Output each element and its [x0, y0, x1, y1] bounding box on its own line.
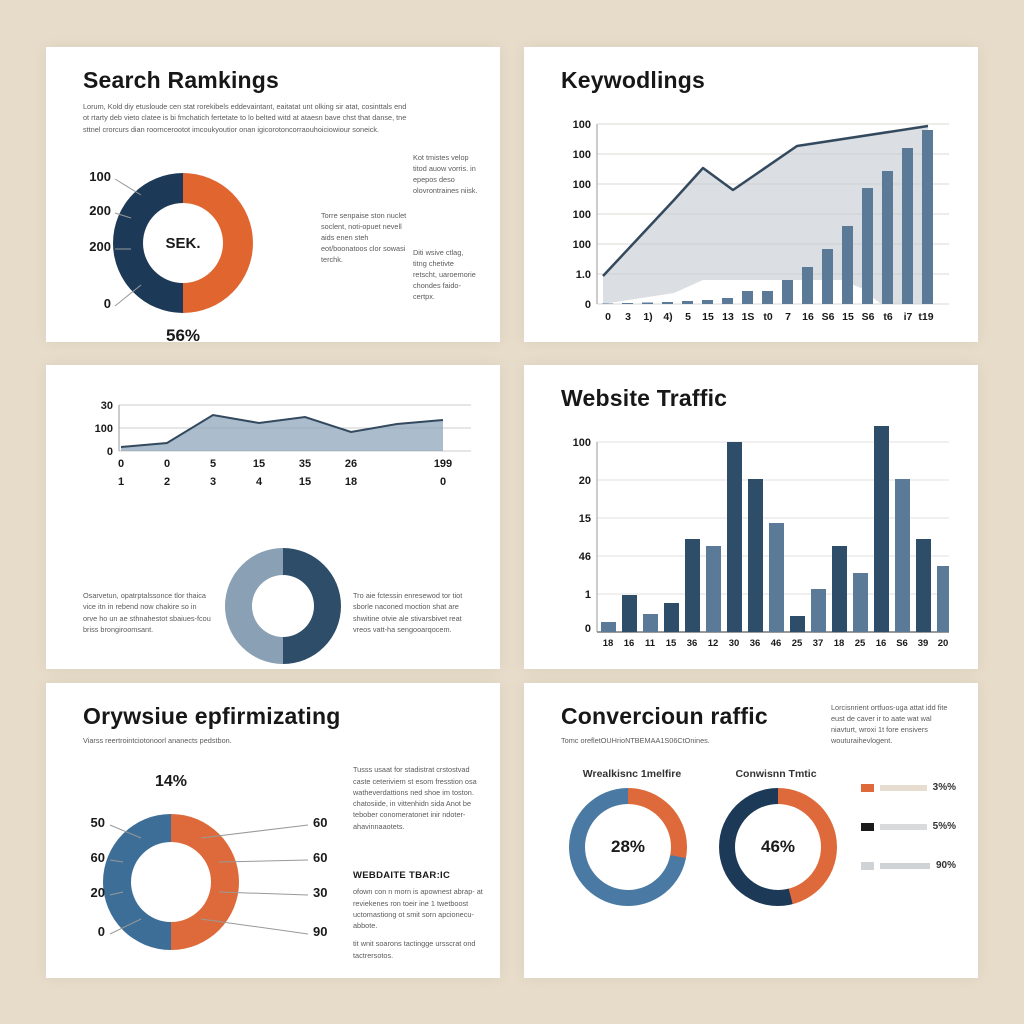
svg-text:30: 30 [101, 400, 113, 412]
svg-text:0: 0 [164, 458, 170, 470]
svg-text:200: 200 [89, 203, 111, 218]
svg-text:3: 3 [210, 476, 216, 488]
svg-text:46: 46 [579, 551, 591, 563]
svg-text:11: 11 [645, 638, 656, 649]
svg-text:18: 18 [834, 638, 845, 649]
svg-text:t0: t0 [763, 311, 772, 323]
svg-text:12: 12 [708, 638, 719, 649]
svg-text:15: 15 [579, 513, 591, 525]
svg-text:30: 30 [313, 885, 327, 900]
svg-text:39: 39 [918, 638, 929, 649]
svg-text:60: 60 [91, 850, 105, 865]
svg-text:100: 100 [573, 209, 591, 221]
svg-text:4): 4) [663, 311, 672, 323]
svg-text:t6: t6 [883, 311, 892, 323]
svg-text:100: 100 [573, 119, 591, 131]
svg-text:20: 20 [938, 638, 949, 649]
svg-text:S6: S6 [822, 311, 835, 323]
svg-text:56%: 56% [166, 326, 200, 345]
svg-text:30: 30 [729, 638, 740, 649]
svg-text:199: 199 [434, 458, 452, 470]
svg-text:0: 0 [605, 311, 611, 323]
svg-text:100: 100 [573, 149, 591, 161]
svg-text:100: 100 [573, 179, 591, 191]
svg-text:16: 16 [876, 638, 887, 649]
svg-text:90: 90 [313, 924, 327, 939]
svg-text:15: 15 [666, 638, 677, 649]
svg-text:0: 0 [585, 299, 591, 311]
svg-text:16: 16 [802, 311, 814, 323]
svg-text:0: 0 [104, 296, 111, 311]
svg-text:25: 25 [792, 638, 803, 649]
svg-text:1S: 1S [742, 311, 755, 323]
svg-text:60: 60 [313, 850, 327, 865]
svg-text:60: 60 [313, 815, 327, 830]
svg-text:18: 18 [345, 476, 357, 488]
svg-text:16: 16 [624, 638, 635, 649]
svg-text:5: 5 [210, 458, 216, 470]
svg-text:18: 18 [603, 638, 614, 649]
svg-text:2: 2 [164, 476, 170, 488]
svg-text:20: 20 [91, 885, 105, 900]
svg-text:13: 13 [722, 311, 734, 323]
svg-text:25: 25 [855, 638, 866, 649]
svg-text:7: 7 [785, 311, 791, 323]
svg-text:S6: S6 [862, 311, 875, 323]
svg-text:1: 1 [118, 476, 124, 488]
svg-text:15: 15 [702, 311, 714, 323]
svg-text:5: 5 [685, 311, 691, 323]
svg-text:15: 15 [299, 476, 311, 488]
svg-text:36: 36 [750, 638, 761, 649]
svg-text:3: 3 [625, 311, 631, 323]
svg-text:100: 100 [95, 423, 113, 435]
svg-text:26: 26 [345, 458, 357, 470]
svg-text:35: 35 [299, 458, 311, 470]
svg-text:SEK.: SEK. [165, 235, 200, 252]
svg-text:36: 36 [687, 638, 698, 649]
svg-text:46: 46 [771, 638, 782, 649]
svg-text:0: 0 [440, 476, 446, 488]
svg-text:0: 0 [98, 924, 105, 939]
svg-text:37: 37 [813, 638, 824, 649]
svg-text:100: 100 [573, 239, 591, 251]
svg-text:t19: t19 [918, 311, 933, 323]
svg-text:20: 20 [579, 475, 591, 487]
svg-text:100: 100 [573, 437, 591, 449]
svg-text:0: 0 [107, 446, 113, 458]
svg-text:14%: 14% [155, 773, 187, 790]
svg-text:1.0: 1.0 [576, 269, 591, 281]
svg-text:4: 4 [256, 476, 263, 488]
svg-text:100: 100 [89, 169, 111, 184]
svg-text:200: 200 [89, 239, 111, 254]
svg-text:0: 0 [118, 458, 124, 470]
svg-text:15: 15 [842, 311, 854, 323]
svg-text:50: 50 [91, 815, 105, 830]
svg-text:S6: S6 [896, 638, 908, 649]
svg-text:1): 1) [643, 311, 652, 323]
svg-text:0: 0 [585, 623, 591, 635]
svg-text:15: 15 [253, 458, 265, 470]
svg-text:i7: i7 [904, 311, 913, 323]
svg-text:1: 1 [585, 589, 591, 601]
